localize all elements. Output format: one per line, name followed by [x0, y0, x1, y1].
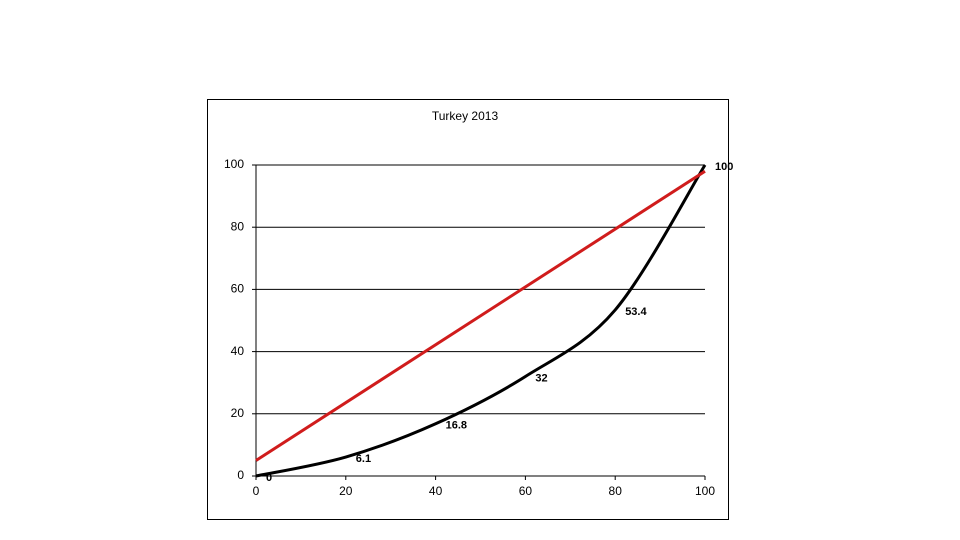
y-tick-label: 60	[231, 282, 245, 296]
data-label: 6.1	[356, 453, 371, 465]
x-tick-label: 80	[609, 484, 623, 498]
chart-title: Turkey 2013	[432, 109, 499, 123]
data-label: 100	[715, 161, 733, 173]
data-label: 53.4	[625, 306, 647, 318]
data-label: 32	[535, 372, 547, 384]
x-tick-label: 100	[695, 484, 715, 498]
data-label: 0	[266, 472, 272, 484]
data-label: 16.8	[446, 420, 467, 432]
x-tick-label: 60	[519, 484, 533, 498]
y-tick-label: 0	[237, 468, 244, 482]
x-tick-label: 0	[253, 484, 260, 498]
y-tick-label: 100	[224, 157, 244, 171]
y-tick-label: 20	[231, 406, 245, 420]
y-tick-label: 40	[231, 344, 245, 358]
y-tick-label: 80	[231, 219, 245, 233]
series-line	[255, 169, 706, 462]
x-tick-label: 20	[339, 484, 353, 498]
x-tick-label: 40	[429, 484, 443, 498]
chart-frame	[207, 99, 729, 520]
series-line	[255, 164, 707, 478]
